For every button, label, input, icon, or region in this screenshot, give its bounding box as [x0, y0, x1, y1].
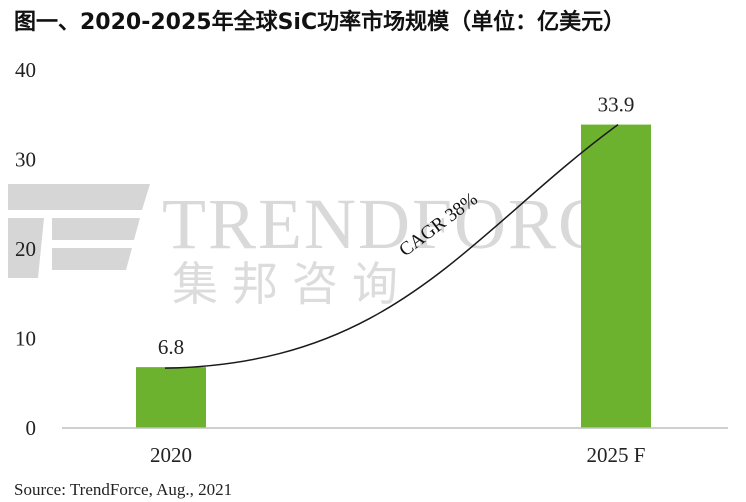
x-category-label: 2020 [150, 443, 192, 467]
x-axis-categories: 2020 2025 F [150, 443, 645, 467]
y-tick-label: 40 [15, 58, 36, 82]
bar-2025-f [581, 124, 651, 428]
x-category-label: 2025 F [587, 443, 646, 467]
watermark: TRENDFORCE 集邦咨询 [8, 184, 654, 311]
y-tick-label: 30 [15, 148, 36, 172]
bars [136, 124, 651, 428]
watermark-text-cn: 集邦咨询 [172, 257, 412, 311]
watermark-text-en: TRENDFORCE [162, 184, 654, 264]
y-axis-ticks: 0 10 20 30 40 [15, 58, 36, 440]
y-tick-label: 0 [26, 416, 37, 440]
bar-value-label: 6.8 [158, 335, 184, 359]
value-labels: 6.8 33.9 [158, 93, 635, 360]
bar-value-label: 33.9 [598, 93, 635, 117]
source-note: Source: TrendForce, Aug., 2021 [14, 480, 232, 499]
watermark-logo-icon [8, 184, 150, 278]
bar-2020 [136, 367, 206, 428]
cagr-curve [164, 123, 619, 369]
chart-title: 图一、2020-2025年全球SiC功率市场规模（单位：亿美元） [14, 9, 625, 35]
y-tick-label: 10 [15, 327, 36, 351]
y-tick-label: 20 [15, 237, 36, 261]
